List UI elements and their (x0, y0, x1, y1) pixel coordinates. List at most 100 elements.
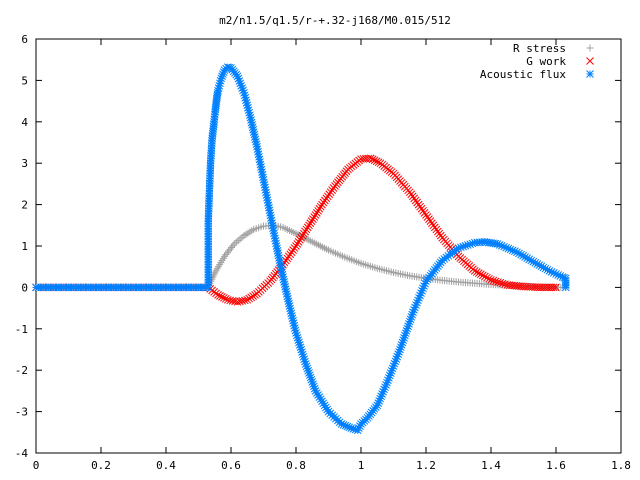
x-tick-label: 1.2 (416, 459, 436, 472)
data-point (214, 290, 222, 299)
data-point (225, 247, 233, 255)
data-point (296, 235, 304, 244)
data-point (226, 296, 235, 305)
legend-marker (586, 57, 594, 65)
data-point (245, 294, 254, 303)
data-point (219, 293, 228, 302)
data-point (249, 292, 257, 300)
data-point (251, 290, 259, 299)
data-point (483, 273, 491, 282)
data-point (223, 295, 232, 304)
y-tick-label: 4 (21, 116, 28, 129)
x-tick-label: 1.8 (611, 459, 631, 472)
data-point (489, 276, 498, 285)
data-point (485, 274, 493, 283)
series-g-work (32, 154, 560, 306)
data-point (374, 158, 383, 167)
data-point (491, 277, 500, 286)
data-point (368, 155, 377, 164)
data-point (240, 296, 249, 305)
data-point (294, 238, 303, 246)
y-tick-label: 0 (21, 281, 28, 294)
data-point (293, 240, 302, 248)
data-point (243, 295, 252, 304)
data-point (297, 233, 306, 242)
data-point (238, 297, 247, 305)
data-point (501, 280, 509, 289)
data-point (306, 219, 315, 228)
data-point (223, 249, 231, 257)
data-point (305, 221, 313, 230)
legend-label: R stress (513, 42, 566, 55)
data-point (233, 298, 242, 306)
data-point (479, 271, 487, 280)
data-point (472, 268, 481, 276)
y-tick-label: 3 (21, 157, 28, 170)
data-point (474, 269, 483, 277)
x-tick-label: 1.6 (546, 459, 566, 472)
data-point (303, 223, 312, 232)
legend-label: G work (526, 55, 566, 68)
legend-marker (586, 44, 594, 52)
data-point (236, 297, 244, 306)
data-point (494, 278, 502, 286)
data-point (222, 251, 230, 259)
data-point (227, 243, 235, 251)
data-point (552, 283, 560, 292)
y-tick-label: -3 (15, 406, 28, 419)
data-point (498, 279, 507, 288)
data-point (310, 213, 319, 221)
legend-marker (586, 70, 594, 78)
series-r-stress (32, 221, 570, 291)
chart-title: m2/n1.5/q1.5/r-+.32-j168/M0.015/512 (219, 14, 451, 27)
y-tick-label: 5 (21, 74, 28, 87)
y-tick-label: -4 (15, 447, 29, 460)
data-point (375, 396, 384, 405)
data-point (309, 215, 317, 223)
data-point (372, 157, 381, 166)
data-point (370, 156, 379, 165)
data-point (298, 231, 307, 240)
data-point (221, 294, 230, 303)
data-point (229, 242, 237, 250)
data-point (316, 202, 325, 211)
legend-label: Acoustic flux (480, 68, 566, 81)
y-tick-label: -2 (15, 364, 28, 377)
x-tick-label: 0 (33, 459, 40, 472)
data-point (292, 242, 300, 250)
data-point (481, 272, 489, 281)
plot-frame (35, 38, 622, 454)
data-point (315, 204, 324, 213)
x-tick-label: 0.4 (156, 459, 176, 472)
y-tick-label: 1 (21, 240, 28, 253)
data-point (228, 297, 237, 305)
x-tick-label: 0.8 (286, 459, 306, 472)
data-point (216, 291, 224, 300)
data-point (218, 292, 226, 301)
data-point (312, 389, 321, 397)
data-point (299, 229, 308, 238)
data-point (549, 283, 558, 292)
x-tick-label: 0.6 (221, 459, 241, 472)
data-point (487, 276, 495, 284)
data-point (247, 293, 256, 302)
data-point (470, 266, 479, 275)
data-point (302, 225, 311, 234)
data-point (561, 283, 570, 292)
y-tick-label: 6 (21, 33, 28, 46)
data-point (314, 206, 322, 215)
data-point (311, 211, 320, 219)
data-point (312, 209, 321, 217)
x-tick-label: 1 (358, 459, 365, 472)
data-point (366, 154, 375, 163)
x-tick-label: 1.4 (481, 459, 501, 472)
x-tick-label: 0.2 (91, 459, 111, 472)
data-point (301, 227, 309, 236)
axes: 0 0.2 0.4 0.6 0.8 1 1.2 1.4 1.6 1.8 -4 -3 -2 -1 0 1 2 3 4 5… (15, 33, 631, 472)
data-point (307, 217, 316, 226)
series-acoustic-flux (32, 63, 570, 435)
data-point (476, 270, 485, 279)
data-point (496, 278, 505, 287)
